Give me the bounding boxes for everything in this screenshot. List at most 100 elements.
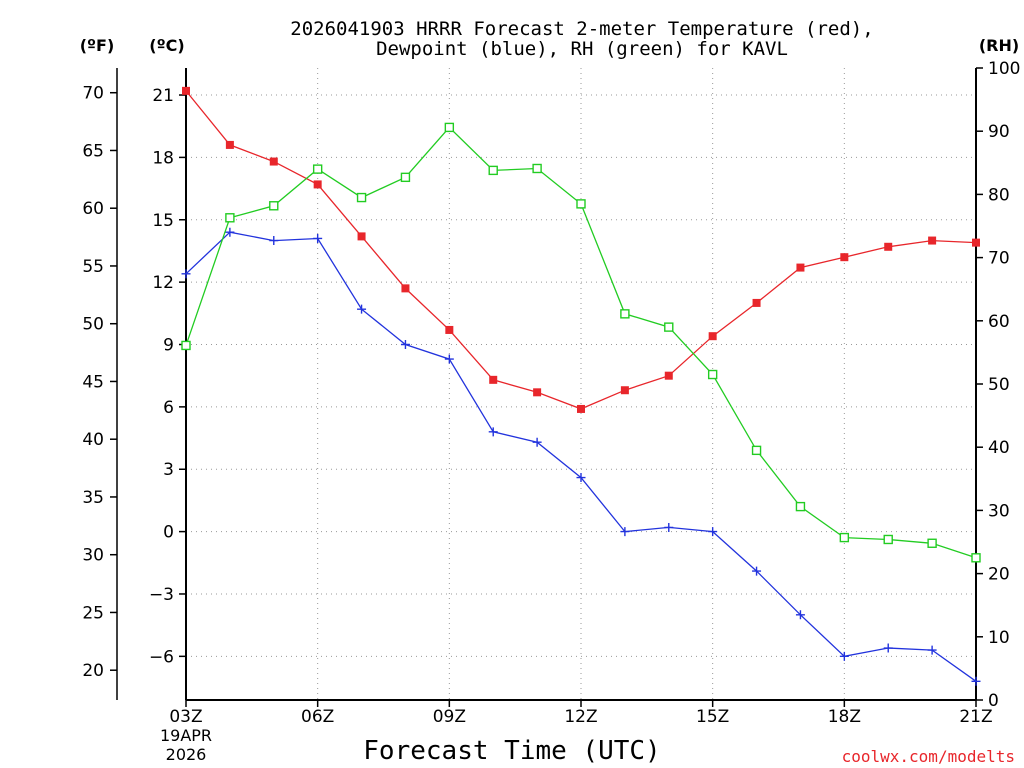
rh-point: [532, 163, 542, 174]
rh-unit-label: (RH): [979, 36, 1019, 55]
celsius-tick-label: 21: [152, 86, 174, 106]
rh-point: [444, 122, 455, 133]
rh-tick-label: 50: [988, 375, 1010, 395]
rh-point: [927, 538, 937, 548]
time-tick-label: 03Z: [169, 707, 202, 727]
temperature-point: [313, 180, 322, 189]
dewpoint-point: [357, 304, 367, 314]
celsius-tick-labels: 21 18 15 12 9 6 3 0 −3 −6: [149, 86, 186, 667]
chart-title-line-1: 2026041903 HRRR Forecast 2-meter Tempera…: [290, 18, 873, 40]
dewpoint-point: [971, 676, 981, 686]
rh-tick-label: 90: [988, 122, 1010, 142]
celsius-tick-label: 18: [152, 148, 174, 168]
rh-point: [269, 201, 279, 211]
dewpoint-point: [488, 427, 498, 437]
rh-point: [312, 164, 323, 174]
dewpoint-point: [927, 645, 937, 655]
fahrenheit-tick-label: 45: [82, 372, 104, 392]
rh-tick-label: 0: [988, 691, 999, 711]
time-tick-label: 12Z: [564, 707, 597, 727]
temperature-point: [445, 325, 454, 334]
fahrenheit-tick-label: 30: [82, 546, 104, 566]
dewpoint-point: [532, 437, 542, 447]
temperature-point: [577, 404, 585, 413]
rh-tick-label: 30: [988, 501, 1010, 521]
rh-point: [883, 534, 893, 545]
rh-point: [839, 532, 850, 543]
temperature-point: [533, 388, 542, 397]
time-tick-label: 06Z: [301, 707, 334, 727]
celsius-tick-label: −6: [149, 647, 174, 667]
grid-lines: [185, 68, 977, 700]
temperature-point: [884, 242, 893, 251]
dewpoint-point: [181, 269, 191, 279]
data-series: [181, 86, 981, 686]
temperature-point: [972, 238, 980, 247]
temperature-point: [357, 232, 366, 241]
fahrenheit-tick-label: 35: [82, 488, 104, 508]
dewpoint-point: [576, 473, 586, 483]
dewpoint-point: [400, 340, 410, 349]
celsius-tick-label: 0: [163, 523, 174, 543]
rh-point: [225, 213, 235, 223]
celsius-tick-label: 6: [163, 398, 174, 418]
temperature-point: [489, 375, 498, 384]
rh-tick-label: 70: [988, 249, 1010, 269]
rh-point: [576, 199, 586, 209]
rh-point: [707, 369, 718, 380]
dewpoint-point: [752, 566, 762, 576]
celsius-tick-label: 9: [163, 336, 174, 356]
rh-point: [400, 172, 411, 183]
fahrenheit-tick-label: 60: [82, 199, 104, 219]
dewpoint-point: [444, 354, 454, 364]
dewpoint-point: [225, 227, 235, 237]
temperature-point: [708, 332, 717, 341]
fahrenheit-tick-label: 55: [82, 257, 104, 277]
temperature-point: [269, 157, 278, 166]
fahrenheit-tick-labels: 70 65 60 55 50 45 40 35 30 25 20: [82, 84, 117, 681]
celsius-tick-label: 3: [163, 460, 174, 480]
temperature-point: [225, 140, 234, 149]
rh-point: [356, 192, 367, 203]
fahrenheit-tick-label: 40: [82, 430, 104, 450]
time-tick-label: 21Z: [959, 707, 992, 727]
rh-point: [488, 165, 498, 176]
time-tick-label: 18Z: [828, 707, 861, 727]
celsius-tick-label: −3: [149, 585, 174, 605]
rh-tick-label: 20: [988, 565, 1010, 585]
temperature-point: [840, 253, 849, 262]
fahrenheit-unit-label: (ºF): [80, 36, 115, 55]
date-label-year: 2026: [166, 745, 207, 764]
rh-point: [664, 322, 674, 332]
dewpoint-point: [708, 527, 718, 537]
rh-tick-label: 100: [988, 59, 1020, 79]
dewpoint-point: [313, 233, 323, 243]
temperature-point: [620, 386, 629, 395]
date-label-day: 19APR: [160, 726, 212, 745]
temperature-point: [928, 236, 937, 245]
celsius-unit-label: (ºC): [149, 36, 184, 55]
time-tick-label: 09Z: [433, 707, 466, 727]
dewpoint-point: [883, 643, 893, 653]
temperature-point: [796, 263, 805, 272]
dewpoint-point: [269, 236, 279, 246]
rh-tick-label: 10: [988, 628, 1010, 648]
fahrenheit-tick-label: 20: [82, 661, 104, 681]
rh-tick-label: 40: [988, 438, 1010, 458]
temperature-point: [664, 371, 673, 380]
x-axis-title: Forecast Time (UTC): [363, 736, 660, 766]
rh-tick-label: 60: [988, 312, 1010, 332]
temperature-point: [401, 284, 410, 293]
rh-point: [620, 309, 630, 319]
time-tick-labels: 03Z 06Z 09Z 12Z 15Z 18Z 21Z: [169, 700, 993, 727]
fahrenheit-tick-label: 25: [82, 603, 104, 623]
chart-title-line-2: Dewpoint (blue), RH (green) for KAVL: [376, 38, 788, 60]
rh-point: [181, 340, 191, 351]
temperature-point: [182, 86, 190, 95]
time-tick-label: 15Z: [696, 707, 729, 727]
fahrenheit-tick-label: 65: [82, 141, 104, 161]
fahrenheit-tick-label: 50: [82, 315, 104, 335]
